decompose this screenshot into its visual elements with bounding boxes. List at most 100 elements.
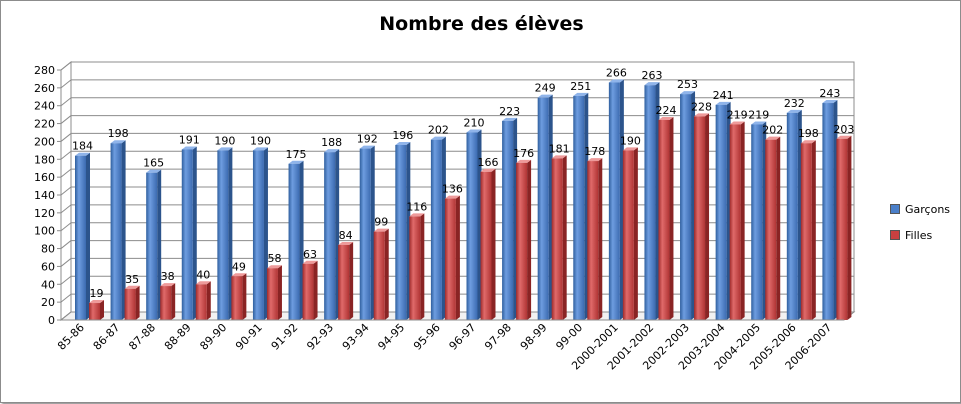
- data-label: 219: [727, 108, 748, 121]
- gridline-side: [60, 258, 72, 267]
- bar-filles: [800, 140, 816, 320]
- x-tick-label: 92-93: [304, 321, 336, 353]
- bar-front: [480, 171, 492, 320]
- bar-garcons: [146, 169, 162, 320]
- data-label: 241: [713, 89, 734, 102]
- bar-side: [598, 158, 603, 320]
- bar-side: [86, 152, 90, 320]
- data-label: 181: [549, 142, 570, 155]
- data-label: 196: [392, 129, 413, 142]
- bar-front: [395, 145, 407, 320]
- bar-side: [206, 281, 211, 320]
- bar-front: [252, 150, 264, 320]
- data-label: 223: [499, 105, 520, 118]
- bar-side: [192, 146, 197, 320]
- bar-garcons: [608, 79, 624, 320]
- bar-side: [633, 147, 638, 320]
- x-tick-label: 86-87: [91, 321, 123, 353]
- bar-side: [669, 117, 674, 320]
- bar-filles: [622, 147, 638, 320]
- y-tick-label: 140: [34, 189, 55, 202]
- bar-garcons: [680, 91, 696, 320]
- bar-front: [373, 231, 385, 320]
- bar-top: [516, 159, 532, 163]
- bar-filles: [516, 159, 532, 320]
- bar-side: [847, 135, 852, 320]
- gridline-side: [60, 204, 72, 214]
- x-tick-label: 91-92: [269, 321, 301, 353]
- data-label: 263: [641, 69, 662, 82]
- y-tick-label: 40: [41, 278, 55, 291]
- bar-garcons: [537, 94, 553, 320]
- bar-filles: [765, 136, 781, 320]
- data-label: 192: [357, 133, 378, 146]
- bar-top: [217, 147, 233, 151]
- bar-front: [644, 85, 656, 320]
- bar-front: [195, 284, 207, 320]
- gridline-side: [60, 311, 72, 321]
- bar-filles: [373, 228, 389, 320]
- bar-front: [822, 103, 834, 321]
- bar-front: [146, 172, 158, 320]
- bar-top: [836, 135, 852, 139]
- bar-filles: [302, 260, 318, 320]
- data-label: 166: [478, 156, 499, 169]
- bar-front: [587, 161, 599, 320]
- bar-side: [562, 155, 567, 320]
- data-label: 203: [833, 123, 854, 136]
- bar-top: [146, 169, 162, 173]
- bar-garcons: [395, 142, 411, 320]
- bar-top: [75, 152, 90, 156]
- legend-item-filles: Filles: [890, 228, 961, 242]
- bar-top: [587, 158, 603, 162]
- bar-front: [266, 268, 278, 320]
- chart-title: Nombre des élèves: [379, 13, 584, 35]
- gridline-side: [60, 186, 72, 196]
- bar-side: [527, 159, 532, 320]
- bar-front: [608, 82, 620, 320]
- data-label: 190: [620, 134, 641, 147]
- data-label: 175: [286, 148, 307, 161]
- x-tick-label: 88-89: [162, 321, 194, 353]
- gridline-side: [60, 79, 72, 89]
- bar-top: [680, 91, 696, 95]
- bar-top: [551, 155, 567, 159]
- bar-front: [124, 288, 136, 320]
- legend-item-garcons: Garçons: [890, 202, 961, 216]
- bar-top: [800, 140, 816, 144]
- bar-front: [516, 162, 528, 320]
- bar-filles: [551, 155, 567, 320]
- data-label: 190: [214, 134, 235, 147]
- y-tick-label: 280: [34, 64, 55, 77]
- bar-front: [110, 143, 122, 320]
- legend-label-garcons: Garçons: [905, 202, 951, 216]
- bar-filles: [587, 158, 603, 320]
- y-axis: 0 20 40 60 80 100 120 140 160 180 200 220 240 260 280: [34, 64, 62, 327]
- bar-garcons: [644, 82, 660, 320]
- data-label: 58: [267, 252, 281, 265]
- bar-top: [715, 101, 731, 105]
- bar-front: [622, 150, 634, 320]
- bar-filles: [694, 113, 710, 320]
- data-label: 253: [677, 78, 698, 91]
- y-tick-label: 160: [34, 171, 55, 184]
- bar-garcons: [751, 121, 767, 320]
- bar-garcons: [252, 147, 268, 320]
- bar-top: [110, 140, 126, 144]
- x-tick-label: 97-98: [482, 321, 514, 353]
- legend-swatch-filles: [890, 230, 900, 240]
- bar-top: [729, 121, 745, 125]
- gridline-side: [60, 293, 72, 303]
- bar-front: [658, 120, 670, 320]
- bar-garcons: [110, 140, 126, 320]
- bar-filles: [836, 135, 852, 320]
- bar-side: [811, 140, 816, 320]
- bar-side: [171, 283, 176, 320]
- bar-front: [75, 155, 86, 320]
- gridline-side: [60, 150, 72, 160]
- bar-front: [836, 138, 848, 320]
- bar-top: [89, 300, 104, 304]
- y-tick-label: 200: [34, 135, 55, 148]
- data-label: 198: [108, 127, 129, 140]
